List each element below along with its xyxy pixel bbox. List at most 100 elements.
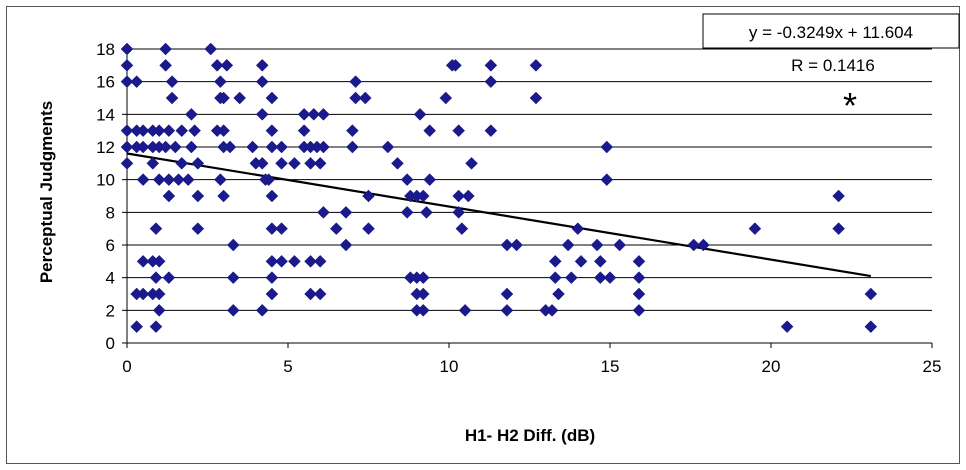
data-point — [130, 320, 144, 334]
data-point — [275, 156, 288, 170]
data-point — [226, 303, 240, 317]
data-point — [265, 140, 279, 154]
data-point — [246, 140, 259, 154]
data-point — [358, 91, 372, 105]
data-point — [255, 107, 269, 121]
data-point — [864, 320, 878, 334]
data-point — [214, 173, 227, 187]
data-point — [288, 156, 301, 170]
data-point — [349, 91, 362, 105]
data-point — [188, 124, 201, 138]
data-point — [349, 75, 362, 89]
data-point — [217, 124, 230, 138]
data-point — [832, 222, 845, 236]
tick-labels: 0 2 4 6 8 10 12 14 16 18 0 5 10 15 20 25 — [96, 40, 941, 376]
data-point — [317, 205, 330, 219]
data-point — [423, 173, 437, 187]
data-point — [748, 222, 762, 236]
data-point — [175, 156, 189, 170]
data-point — [191, 156, 205, 170]
data-point — [687, 238, 701, 252]
data-point — [288, 254, 301, 268]
data-point — [458, 303, 472, 317]
data-point — [565, 271, 578, 285]
y-tick-label: 10 — [96, 171, 115, 190]
data-point — [265, 222, 279, 236]
data-point — [120, 58, 134, 72]
data-point — [120, 75, 134, 89]
significance-marker: * — [843, 85, 857, 126]
data-point — [159, 58, 172, 72]
data-point — [484, 124, 498, 138]
data-point — [265, 287, 279, 301]
data-point — [168, 140, 182, 154]
trendline — [126, 152, 871, 278]
data-point — [307, 107, 321, 121]
data-point — [455, 222, 469, 236]
data-point — [317, 107, 330, 121]
data-point — [120, 42, 134, 56]
data-point — [146, 156, 160, 170]
data-point — [220, 58, 234, 72]
data-point — [191, 189, 205, 203]
data-point — [452, 124, 466, 138]
data-point — [780, 320, 794, 334]
axes — [122, 48, 933, 348]
data-point — [275, 222, 288, 236]
data-point — [165, 75, 179, 89]
data-point — [313, 254, 327, 268]
data-point — [545, 303, 559, 317]
data-point — [400, 173, 414, 187]
data-point — [162, 189, 176, 203]
data-point — [217, 91, 230, 105]
data-point — [416, 287, 430, 301]
data-point — [452, 189, 466, 203]
data-point — [362, 222, 375, 236]
y-tick-label: 2 — [106, 301, 115, 320]
y-tick-label: 16 — [96, 73, 115, 92]
data-point — [191, 222, 205, 236]
y-tick-label: 14 — [96, 105, 115, 124]
data-point — [162, 271, 176, 285]
data-point — [500, 303, 514, 317]
data-point — [175, 124, 189, 138]
data-point — [416, 271, 430, 285]
data-point — [226, 271, 240, 285]
data-point — [159, 42, 172, 56]
data-point — [600, 140, 614, 154]
data-point — [313, 287, 327, 301]
data-point — [561, 238, 575, 252]
data-point — [210, 58, 224, 72]
data-point — [262, 173, 276, 187]
data-point — [603, 271, 617, 285]
data-point — [149, 271, 163, 285]
data-points — [120, 42, 878, 334]
data-point — [297, 107, 311, 121]
data-point — [130, 75, 144, 89]
x-tick-label: 15 — [601, 357, 620, 376]
data-point — [120, 124, 134, 138]
data-point — [613, 238, 627, 252]
data-point — [255, 75, 269, 89]
data-point — [632, 287, 646, 301]
data-point — [449, 58, 462, 72]
data-point — [832, 189, 845, 203]
x-tick-label: 10 — [440, 357, 459, 376]
data-point — [181, 173, 195, 187]
data-point — [255, 303, 269, 317]
data-point — [265, 189, 279, 203]
data-point — [500, 287, 514, 301]
data-point — [510, 238, 523, 252]
data-point — [548, 271, 562, 285]
data-point — [214, 75, 227, 89]
data-point — [574, 254, 588, 268]
data-point — [593, 254, 607, 268]
data-point — [223, 140, 237, 154]
data-point — [632, 254, 646, 268]
x-tick-label: 0 — [122, 357, 131, 376]
data-point — [346, 140, 359, 154]
data-point — [304, 287, 317, 301]
data-point — [152, 287, 166, 301]
data-point — [400, 205, 414, 219]
